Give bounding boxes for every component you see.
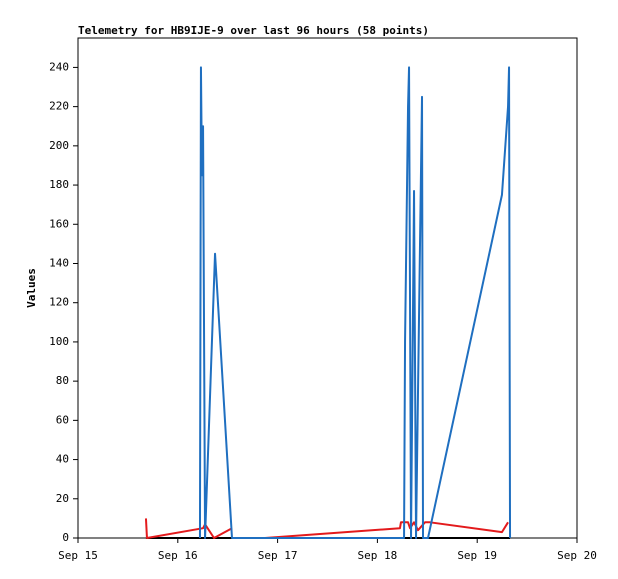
y-axis-label: Values	[25, 268, 38, 308]
y-tick-label: 0	[62, 531, 69, 544]
x-tick-label: Sep 15	[58, 549, 98, 562]
y-tick-label: 120	[49, 296, 69, 309]
series-line	[198, 66, 512, 539]
y-tick-label: 180	[49, 178, 69, 191]
x-tick-label: Sep 16	[158, 549, 198, 562]
x-tick-label: Sep 18	[358, 549, 398, 562]
y-tick-label: 220	[49, 100, 69, 113]
y-tick-label: 60	[56, 413, 69, 426]
y-tick-label: 160	[49, 217, 69, 230]
y-tick-label: 20	[56, 492, 69, 505]
y-tick-label: 240	[49, 60, 69, 73]
y-tick-label: 100	[49, 335, 69, 348]
y-tick-label: 200	[49, 139, 69, 152]
chart-title: Telemetry for HB9IJE-9 over last 96 hour…	[78, 24, 429, 37]
y-tick-label: 140	[49, 256, 69, 269]
y-tick-label: 80	[56, 374, 69, 387]
x-tick-label: Sep 19	[457, 549, 497, 562]
y-tick-label: 40	[56, 453, 69, 466]
x-tick-label: Sep 20	[557, 549, 597, 562]
x-tick-label: Sep 17	[258, 549, 298, 562]
